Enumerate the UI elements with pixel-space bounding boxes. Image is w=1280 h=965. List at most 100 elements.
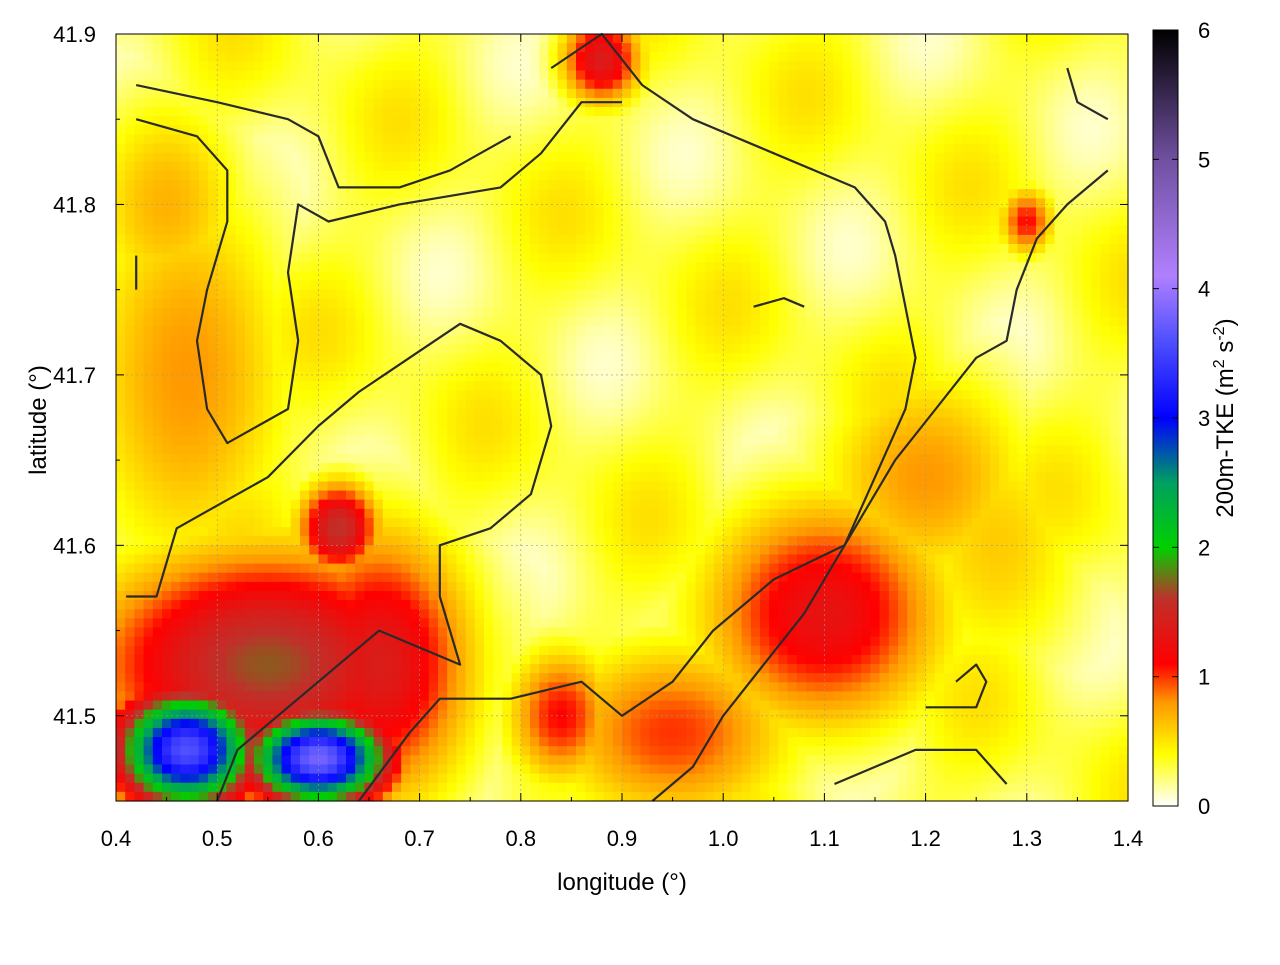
heatmap-cell bbox=[355, 161, 365, 172]
heatmap-cell bbox=[769, 417, 779, 428]
heatmap-cell bbox=[677, 79, 687, 90]
heatmap-cell bbox=[925, 161, 936, 172]
heatmap-cell bbox=[493, 34, 503, 44]
heatmap-cell bbox=[566, 362, 577, 373]
heatmap-cell bbox=[235, 125, 246, 136]
heatmap-cell bbox=[410, 253, 421, 263]
heatmap-cell bbox=[511, 97, 522, 108]
heatmap-cell bbox=[658, 380, 669, 391]
heatmap-cell bbox=[861, 189, 871, 199]
heatmap-cell bbox=[750, 417, 761, 428]
heatmap-cell bbox=[631, 116, 641, 126]
heatmap-cell bbox=[162, 52, 172, 62]
heatmap-cell bbox=[907, 70, 917, 81]
heatmap-cell bbox=[953, 298, 963, 309]
heatmap-cell bbox=[511, 79, 522, 90]
heatmap-cell bbox=[382, 43, 393, 53]
heatmap-cell bbox=[750, 380, 761, 391]
heatmap-cell bbox=[1118, 180, 1129, 190]
heatmap-cell bbox=[465, 417, 476, 428]
heatmap-cell bbox=[171, 134, 181, 145]
heatmap-cell bbox=[217, 344, 227, 355]
heatmap-cell bbox=[465, 317, 476, 327]
heatmap-cell bbox=[1008, 408, 1019, 419]
heatmap-cell bbox=[520, 426, 531, 437]
heatmap-cell bbox=[1091, 198, 1101, 209]
heatmap-cell bbox=[695, 161, 706, 172]
heatmap-cell bbox=[750, 362, 761, 373]
heatmap-cell bbox=[925, 180, 936, 190]
heatmap-cell bbox=[300, 390, 310, 400]
heatmap-cell bbox=[290, 170, 301, 181]
heatmap-cell bbox=[171, 289, 181, 300]
heatmap-cell bbox=[576, 225, 586, 236]
heatmap-cell bbox=[953, 225, 963, 236]
heatmap-cell bbox=[456, 390, 467, 400]
heatmap-cell bbox=[539, 107, 549, 117]
heatmap-cell bbox=[990, 134, 1000, 145]
heatmap-cell bbox=[695, 335, 706, 346]
heatmap-cell bbox=[456, 289, 467, 300]
heatmap-cell bbox=[732, 34, 743, 44]
heatmap-cell bbox=[907, 198, 917, 209]
heatmap-cell bbox=[603, 234, 614, 245]
heatmap-cell bbox=[336, 344, 347, 355]
heatmap-cell bbox=[346, 88, 356, 99]
heatmap-cell bbox=[815, 426, 825, 437]
heatmap-cell bbox=[741, 344, 752, 355]
heatmap-cell bbox=[346, 134, 356, 145]
heatmap-cell bbox=[1091, 390, 1101, 400]
heatmap-cell bbox=[226, 253, 237, 263]
heatmap-cell bbox=[116, 152, 126, 163]
heatmap-cell bbox=[373, 79, 384, 90]
heatmap-cell bbox=[695, 61, 706, 72]
heatmap-cell bbox=[401, 134, 411, 145]
heatmap-cell bbox=[594, 107, 605, 117]
heatmap-cell bbox=[677, 234, 687, 245]
heatmap-cell bbox=[824, 344, 835, 355]
heatmap-cell bbox=[778, 335, 789, 346]
heatmap-cell bbox=[226, 371, 237, 382]
heatmap-cell bbox=[162, 43, 172, 53]
heatmap-cell bbox=[824, 152, 835, 163]
heatmap-cell bbox=[769, 399, 779, 409]
heatmap-cell bbox=[732, 371, 743, 382]
heatmap-cell bbox=[493, 180, 503, 190]
heatmap-cell bbox=[217, 280, 227, 291]
heatmap-cell bbox=[750, 189, 761, 199]
heatmap-cell bbox=[502, 107, 513, 117]
heatmap-cell bbox=[226, 134, 237, 145]
heatmap-cell bbox=[668, 289, 678, 300]
heatmap-cell bbox=[520, 435, 531, 446]
heatmap-cell bbox=[787, 271, 798, 282]
heatmap-cell bbox=[300, 225, 310, 236]
heatmap-cell bbox=[741, 116, 752, 126]
heatmap-cell bbox=[327, 88, 338, 99]
heatmap-cell bbox=[631, 170, 641, 181]
heatmap-cell bbox=[824, 116, 835, 126]
heatmap-cell bbox=[594, 417, 605, 428]
heatmap-cell bbox=[640, 234, 651, 245]
heatmap-cell bbox=[520, 225, 531, 236]
heatmap-cell bbox=[502, 207, 513, 218]
heatmap-cell bbox=[622, 380, 632, 391]
heatmap-cell bbox=[916, 225, 927, 236]
heatmap-cell bbox=[1008, 289, 1019, 300]
heatmap-cell bbox=[474, 61, 485, 72]
heatmap-cell bbox=[364, 189, 375, 199]
heatmap-cell bbox=[520, 344, 531, 355]
heatmap-cell bbox=[1109, 161, 1120, 172]
heatmap-cell bbox=[566, 234, 577, 245]
heatmap-cell bbox=[530, 34, 540, 44]
heatmap-cell bbox=[244, 107, 255, 117]
heatmap-cell bbox=[511, 444, 522, 455]
heatmap-cell bbox=[815, 271, 825, 282]
heatmap-cell bbox=[1045, 116, 1055, 126]
heatmap-cell bbox=[695, 317, 706, 327]
heatmap-cell bbox=[1063, 125, 1074, 136]
heatmap-cell bbox=[612, 170, 623, 181]
heatmap-cell bbox=[888, 34, 899, 44]
heatmap-cell bbox=[594, 280, 605, 291]
heatmap-cell bbox=[364, 435, 375, 446]
heatmap-cell bbox=[401, 116, 411, 126]
